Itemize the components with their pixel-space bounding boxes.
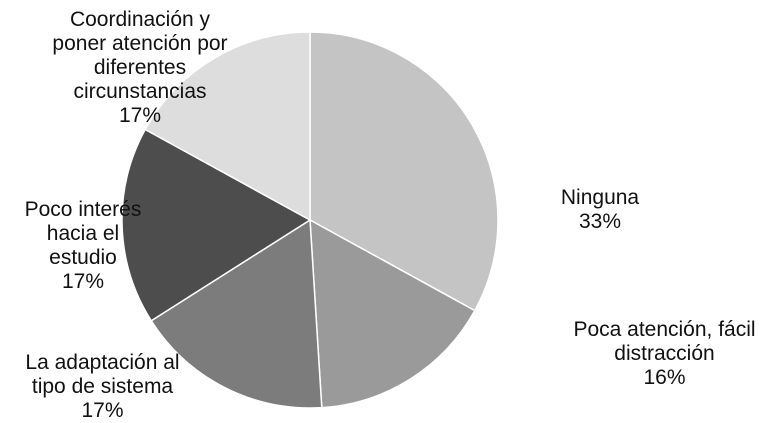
slice-label-percent: 17% (118, 104, 162, 127)
slice-label-ninguna: Ninguna 33% (540, 186, 660, 234)
slice-label-coordinacion: Coordinación y poner atención por difere… (20, 8, 260, 128)
slice-label-name: La adaptación al tipo de sistema (25, 351, 180, 398)
pie-slice-4 (144, 31, 311, 222)
slice-label-percent: 17% (81, 399, 124, 422)
slice-label-name: Poca atención, fácil distracción (573, 318, 756, 365)
slice-label-name: Poco interés hacia el estudio (24, 198, 142, 269)
slice-label-poca-atencion: Poca atención, fácil distracción 16% (555, 318, 774, 390)
slice-label-percent: 17% (61, 270, 105, 293)
pie-slice-3 (121, 128, 312, 322)
pie-slice-1 (309, 218, 476, 409)
slice-label-name: Ninguna (560, 186, 640, 209)
slice-label-poco-interes: Poco interés hacia el estudio 17% (8, 198, 158, 294)
pie-slices (121, 31, 499, 409)
slice-label-percent: 16% (643, 366, 686, 389)
pie-slice-2 (150, 218, 323, 409)
slice-label-name: Coordinación y poner atención por difere… (52, 8, 228, 103)
pie-slice-0 (309, 31, 499, 312)
slice-label-adaptacion: La adaptación al tipo de sistema 17% (0, 351, 205, 423)
slice-label-percent: 33% (578, 210, 622, 233)
